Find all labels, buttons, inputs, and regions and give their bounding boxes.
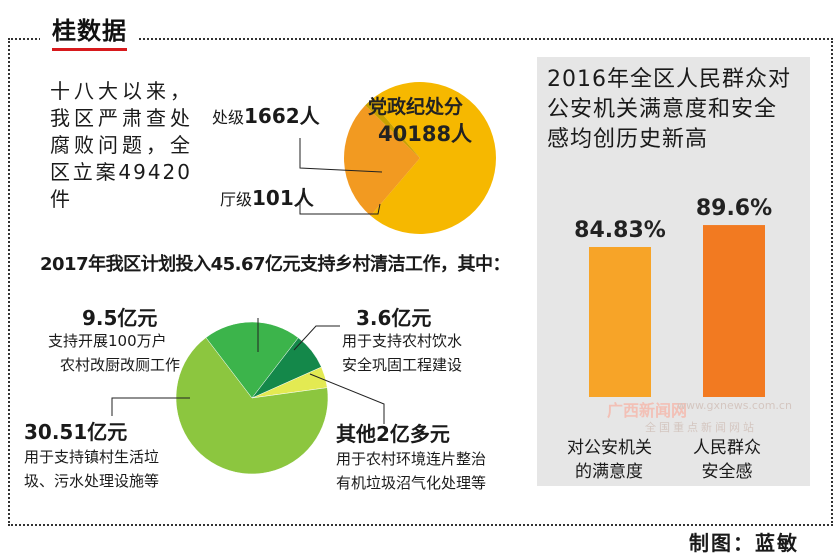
pie1-c2-value: 101人 [252, 186, 314, 210]
pie2-cat-1: 9.5亿元 [82, 306, 158, 330]
bar-cat-0-line1: 对公安机关 [567, 438, 652, 458]
pie1-main-name: 党政纪处分 [368, 96, 464, 118]
pie2-cat-0: 30.51亿元 [24, 420, 128, 444]
pie2-desc-2a: 用于支持农村饮水 [342, 332, 463, 350]
pie2-desc-3b: 有机垃圾沼气化处理等 [336, 474, 487, 492]
pie2-slice-0 [175, 337, 329, 475]
pie1-slice-c1 [343, 105, 420, 216]
bar-0 [589, 247, 651, 397]
pie2-slice-2 [251, 337, 322, 399]
pie2-leader-2 [293, 325, 340, 351]
watermark-url: www.gxnews.com.cn [677, 399, 792, 412]
pie2-cat-3: 其他2亿多元 [336, 422, 450, 446]
bar-value-0: 84.83% [574, 218, 666, 243]
pie1-c2-label: 厅级101人 [220, 182, 314, 211]
pie1-slice-main [370, 82, 496, 234]
pie2-leader-0 [111, 397, 190, 416]
pie2-leader-3 [309, 373, 385, 424]
pie2-title: 2017年我区计划投入45.67亿元支持乡村清洁工作，其中： [40, 254, 511, 275]
pie2-desc-1a: 支持开展100万户 [48, 332, 167, 350]
bar-chart-title: 2016年全区人民群众对公安机关满意度和安全感均创历史新高 [547, 67, 791, 152]
pie2-desc-2b: 安全巩固工程建设 [342, 356, 463, 374]
credit: 制图：蓝敏 [689, 531, 799, 555]
pie2-cat-2: 3.6亿元 [356, 306, 432, 330]
satisfaction-panel: 2016年全区人民群众对公安机关满意度和安全感均创历史新高 84.83% 89.6… [537, 57, 810, 486]
bar-cat-1-line2: 安全感 [701, 462, 753, 482]
pie1-slice-c2 [365, 100, 420, 158]
bar-1 [703, 225, 765, 397]
content-frame [8, 38, 833, 526]
pie1-leader-c2 [299, 200, 381, 215]
pie2-desc-3a: 用于农村环境连片整治 [336, 450, 487, 468]
pie2-slice-1 [205, 321, 299, 399]
pie2-desc-1b: 农村改厨改厕工作 [60, 356, 181, 374]
pie1-leader-c1 [299, 138, 383, 173]
satisfaction-bar-chart: 84.83% 89.6% [574, 196, 772, 397]
watermark-brand: 广西新闻网 [607, 401, 688, 420]
pie1-c1-name: 处级 [212, 108, 245, 127]
title-wrap: 桂数据 [40, 16, 139, 51]
intro-text: 十八大以来，我区严肃查处腐败问题，全区立案49420件 [50, 79, 192, 211]
bar-value-1: 89.6% [696, 196, 772, 221]
pie1-main-value: 40188人 [378, 122, 473, 146]
pie2-desc-0a: 用于支持镇村生活垃 [24, 448, 160, 466]
pie2-desc-0b: 圾、污水处理设施等 [24, 472, 160, 490]
pie1-c2-name: 厅级 [220, 190, 253, 209]
watermark-slogan: 全国重点新闻网站 [645, 421, 757, 434]
page-title: 桂数据 [52, 16, 127, 51]
bar-cat-1-line1: 人民群众 [693, 438, 761, 458]
pie1-c1-label: 处级1662人 [212, 100, 320, 129]
bar-cat-0-line2: 的满意度 [575, 462, 643, 482]
pie1-c1-value: 1662人 [244, 104, 320, 128]
